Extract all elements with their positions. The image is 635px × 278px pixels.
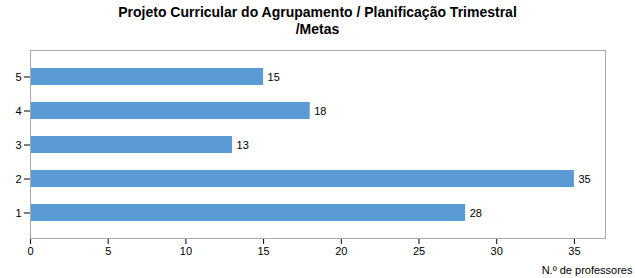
svg-text:30: 30 bbox=[491, 245, 503, 257]
svg-text:2: 2 bbox=[15, 173, 21, 185]
svg-text:5: 5 bbox=[105, 245, 111, 257]
svg-text:N.º de professores: N.º de professores bbox=[542, 264, 633, 276]
svg-text:1: 1 bbox=[15, 207, 21, 219]
svg-text:35: 35 bbox=[578, 173, 590, 185]
svg-text:5: 5 bbox=[15, 71, 21, 83]
svg-text:15: 15 bbox=[257, 245, 269, 257]
svg-text:20: 20 bbox=[335, 245, 347, 257]
svg-text:10: 10 bbox=[180, 245, 192, 257]
svg-text:35: 35 bbox=[568, 245, 580, 257]
svg-text:3: 3 bbox=[15, 139, 21, 151]
svg-text:28: 28 bbox=[470, 207, 482, 219]
svg-text:13: 13 bbox=[237, 139, 249, 151]
svg-text:0: 0 bbox=[27, 245, 33, 257]
svg-text:18: 18 bbox=[314, 105, 326, 117]
svg-text:4: 4 bbox=[15, 105, 21, 117]
svg-text:15: 15 bbox=[268, 71, 280, 83]
svg-text:25: 25 bbox=[413, 245, 425, 257]
html-text:Projeto Curricular do Agrupame: Projeto Curricular do Agrupamento / Plan… bbox=[118, 4, 517, 37]
